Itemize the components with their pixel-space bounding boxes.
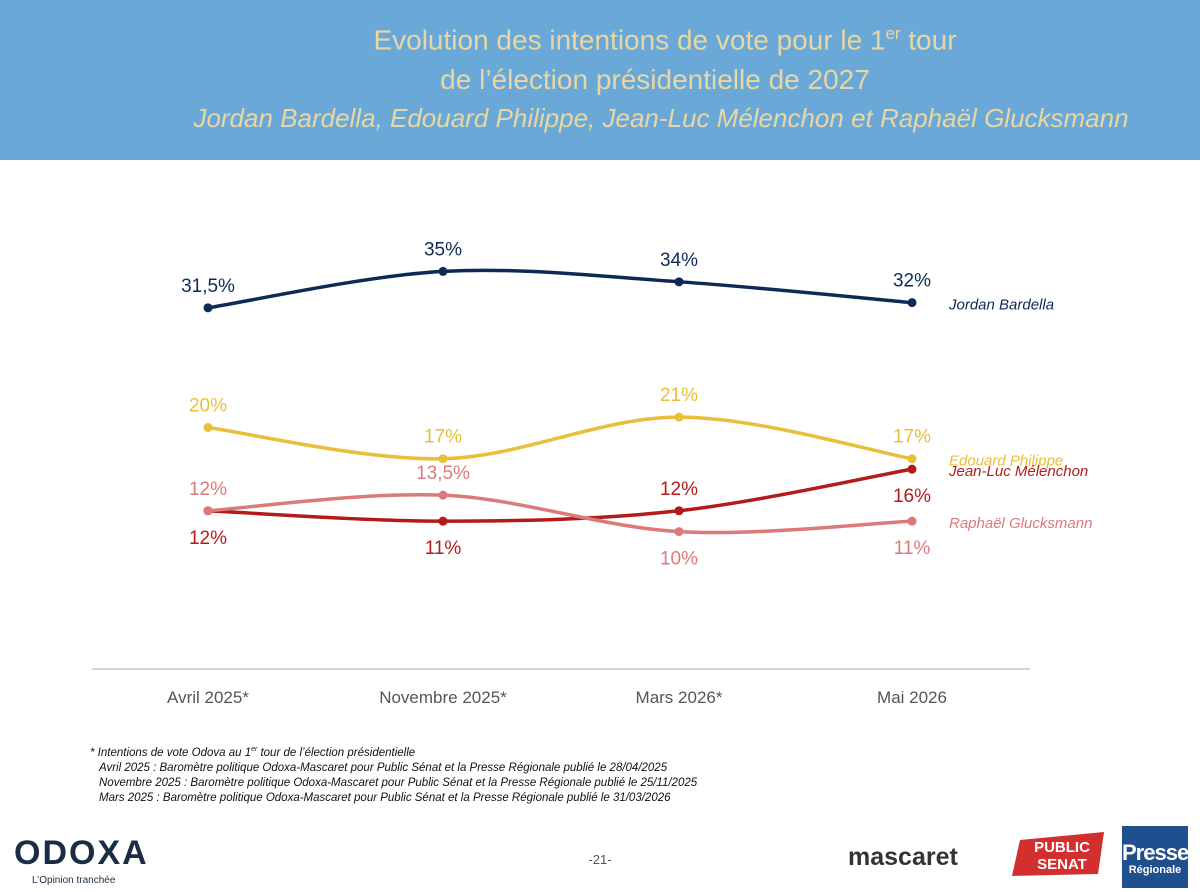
data-point-jordan-bardella bbox=[907, 298, 917, 308]
x-tick-label: Avril 2025* bbox=[167, 688, 249, 707]
series-line-raphael-glucksmann bbox=[207, 492, 913, 535]
data-label-raphael-glucksmann: 13,5% bbox=[416, 463, 470, 484]
data-label-jean-luc-melenchon: 16% bbox=[893, 486, 931, 507]
footnote-line3: Novembre 2025 : Baromètre politique Odox… bbox=[99, 776, 698, 789]
odoxa-logo: ODOXA bbox=[14, 834, 149, 872]
presse-logo-text2: Régionale bbox=[1128, 864, 1182, 876]
presse-logo-text1: Presse bbox=[1122, 840, 1189, 865]
chart-title-line1: Evolution des intentions de vote pour le… bbox=[373, 24, 957, 56]
data-label-raphael-glucksmann: 10% bbox=[660, 549, 698, 570]
data-label-raphael-glucksmann: 11% bbox=[894, 538, 931, 559]
data-point-jean-luc-melenchon bbox=[674, 506, 684, 516]
chart-title-line2: de l’élection présidentielle de 2027 bbox=[440, 64, 870, 95]
data-label-jordan-bardella: 31,5% bbox=[181, 276, 235, 297]
data-point-edouard-philippe bbox=[674, 412, 684, 422]
data-label-jordan-bardella: 32% bbox=[893, 271, 931, 292]
public-senat-text1: PUBLIC bbox=[1034, 839, 1090, 856]
page-number: -21- bbox=[588, 852, 612, 867]
data-point-raphael-glucksmann bbox=[438, 490, 448, 500]
data-point-jordan-bardella bbox=[438, 266, 448, 276]
data-label-edouard-philippe: 21% bbox=[660, 385, 698, 406]
presse-regionale-logo: Presse Régionale bbox=[1122, 826, 1189, 888]
series-line-jordan-bardella bbox=[207, 268, 913, 310]
x-tick-label: Mai 2026 bbox=[877, 688, 947, 707]
data-label-jean-luc-melenchon: 12% bbox=[189, 528, 227, 549]
data-point-jordan-bardella bbox=[203, 303, 213, 313]
data-label-jordan-bardella: 34% bbox=[660, 250, 698, 271]
data-label-jean-luc-melenchon: 11% bbox=[425, 538, 462, 559]
series-name-jordan-bardella: Jordan Bardella bbox=[948, 297, 1054, 314]
odoxa-tagline: L’Opinion tranchée bbox=[32, 875, 116, 886]
x-tick-label: Mars 2026* bbox=[636, 688, 723, 707]
data-point-jean-luc-melenchon bbox=[438, 516, 448, 526]
data-point-jordan-bardella bbox=[674, 277, 684, 287]
data-point-jean-luc-melenchon bbox=[907, 464, 917, 474]
footnote-line2: Avril 2025 : Baromètre politique Odoxa-M… bbox=[99, 761, 668, 774]
public-senat-text2: SENAT bbox=[1037, 856, 1087, 873]
data-label-edouard-philippe: 17% bbox=[424, 427, 462, 448]
data-point-edouard-philippe bbox=[203, 423, 213, 433]
footnote: * Intentions de vote Odova au 1er tour d… bbox=[90, 742, 697, 806]
data-point-raphael-glucksmann bbox=[907, 516, 917, 526]
chart-subtitle: Jordan Bardella, Edouard Philippe, Jean-… bbox=[193, 103, 1129, 133]
title-banner: Evolution des intentions de vote pour le… bbox=[0, 0, 1200, 160]
data-point-edouard-philippe bbox=[907, 454, 917, 464]
data-label-jordan-bardella: 35% bbox=[424, 239, 462, 260]
data-label-raphael-glucksmann: 12% bbox=[189, 479, 227, 500]
mascaret-logo: mascaret bbox=[848, 843, 958, 871]
series-line-edouard-philippe bbox=[207, 415, 913, 461]
data-label-jean-luc-melenchon: 12% bbox=[660, 479, 698, 500]
data-point-edouard-philippe bbox=[438, 454, 448, 464]
data-label-edouard-philippe: 17% bbox=[893, 427, 931, 448]
series-name-raphael-glucksmann: Raphaël Glucksmann bbox=[949, 515, 1092, 532]
footnote-line1: * Intentions de vote Odova au 1er tour d… bbox=[90, 746, 416, 759]
series-name-jean-luc-melenchon: Jean-Luc Mélenchon bbox=[948, 463, 1088, 480]
public-senat-logo: PUBLIC SENAT bbox=[1012, 832, 1104, 876]
footnote-line4: Mars 2025 : Baromètre politique Odoxa-Ma… bbox=[99, 791, 671, 804]
data-point-raphael-glucksmann bbox=[203, 506, 213, 516]
data-point-raphael-glucksmann bbox=[674, 527, 684, 537]
x-tick-label: Novembre 2025* bbox=[379, 688, 507, 707]
series-name-edouard-philippe: Edouard Philippe bbox=[949, 453, 1063, 470]
series-line-jean-luc-melenchon bbox=[207, 467, 913, 523]
data-label-edouard-philippe: 20% bbox=[189, 396, 227, 417]
line-chart: Avril 2025* Novembre 2025* Mars 2026* Mai 2… bbox=[92, 239, 1092, 707]
